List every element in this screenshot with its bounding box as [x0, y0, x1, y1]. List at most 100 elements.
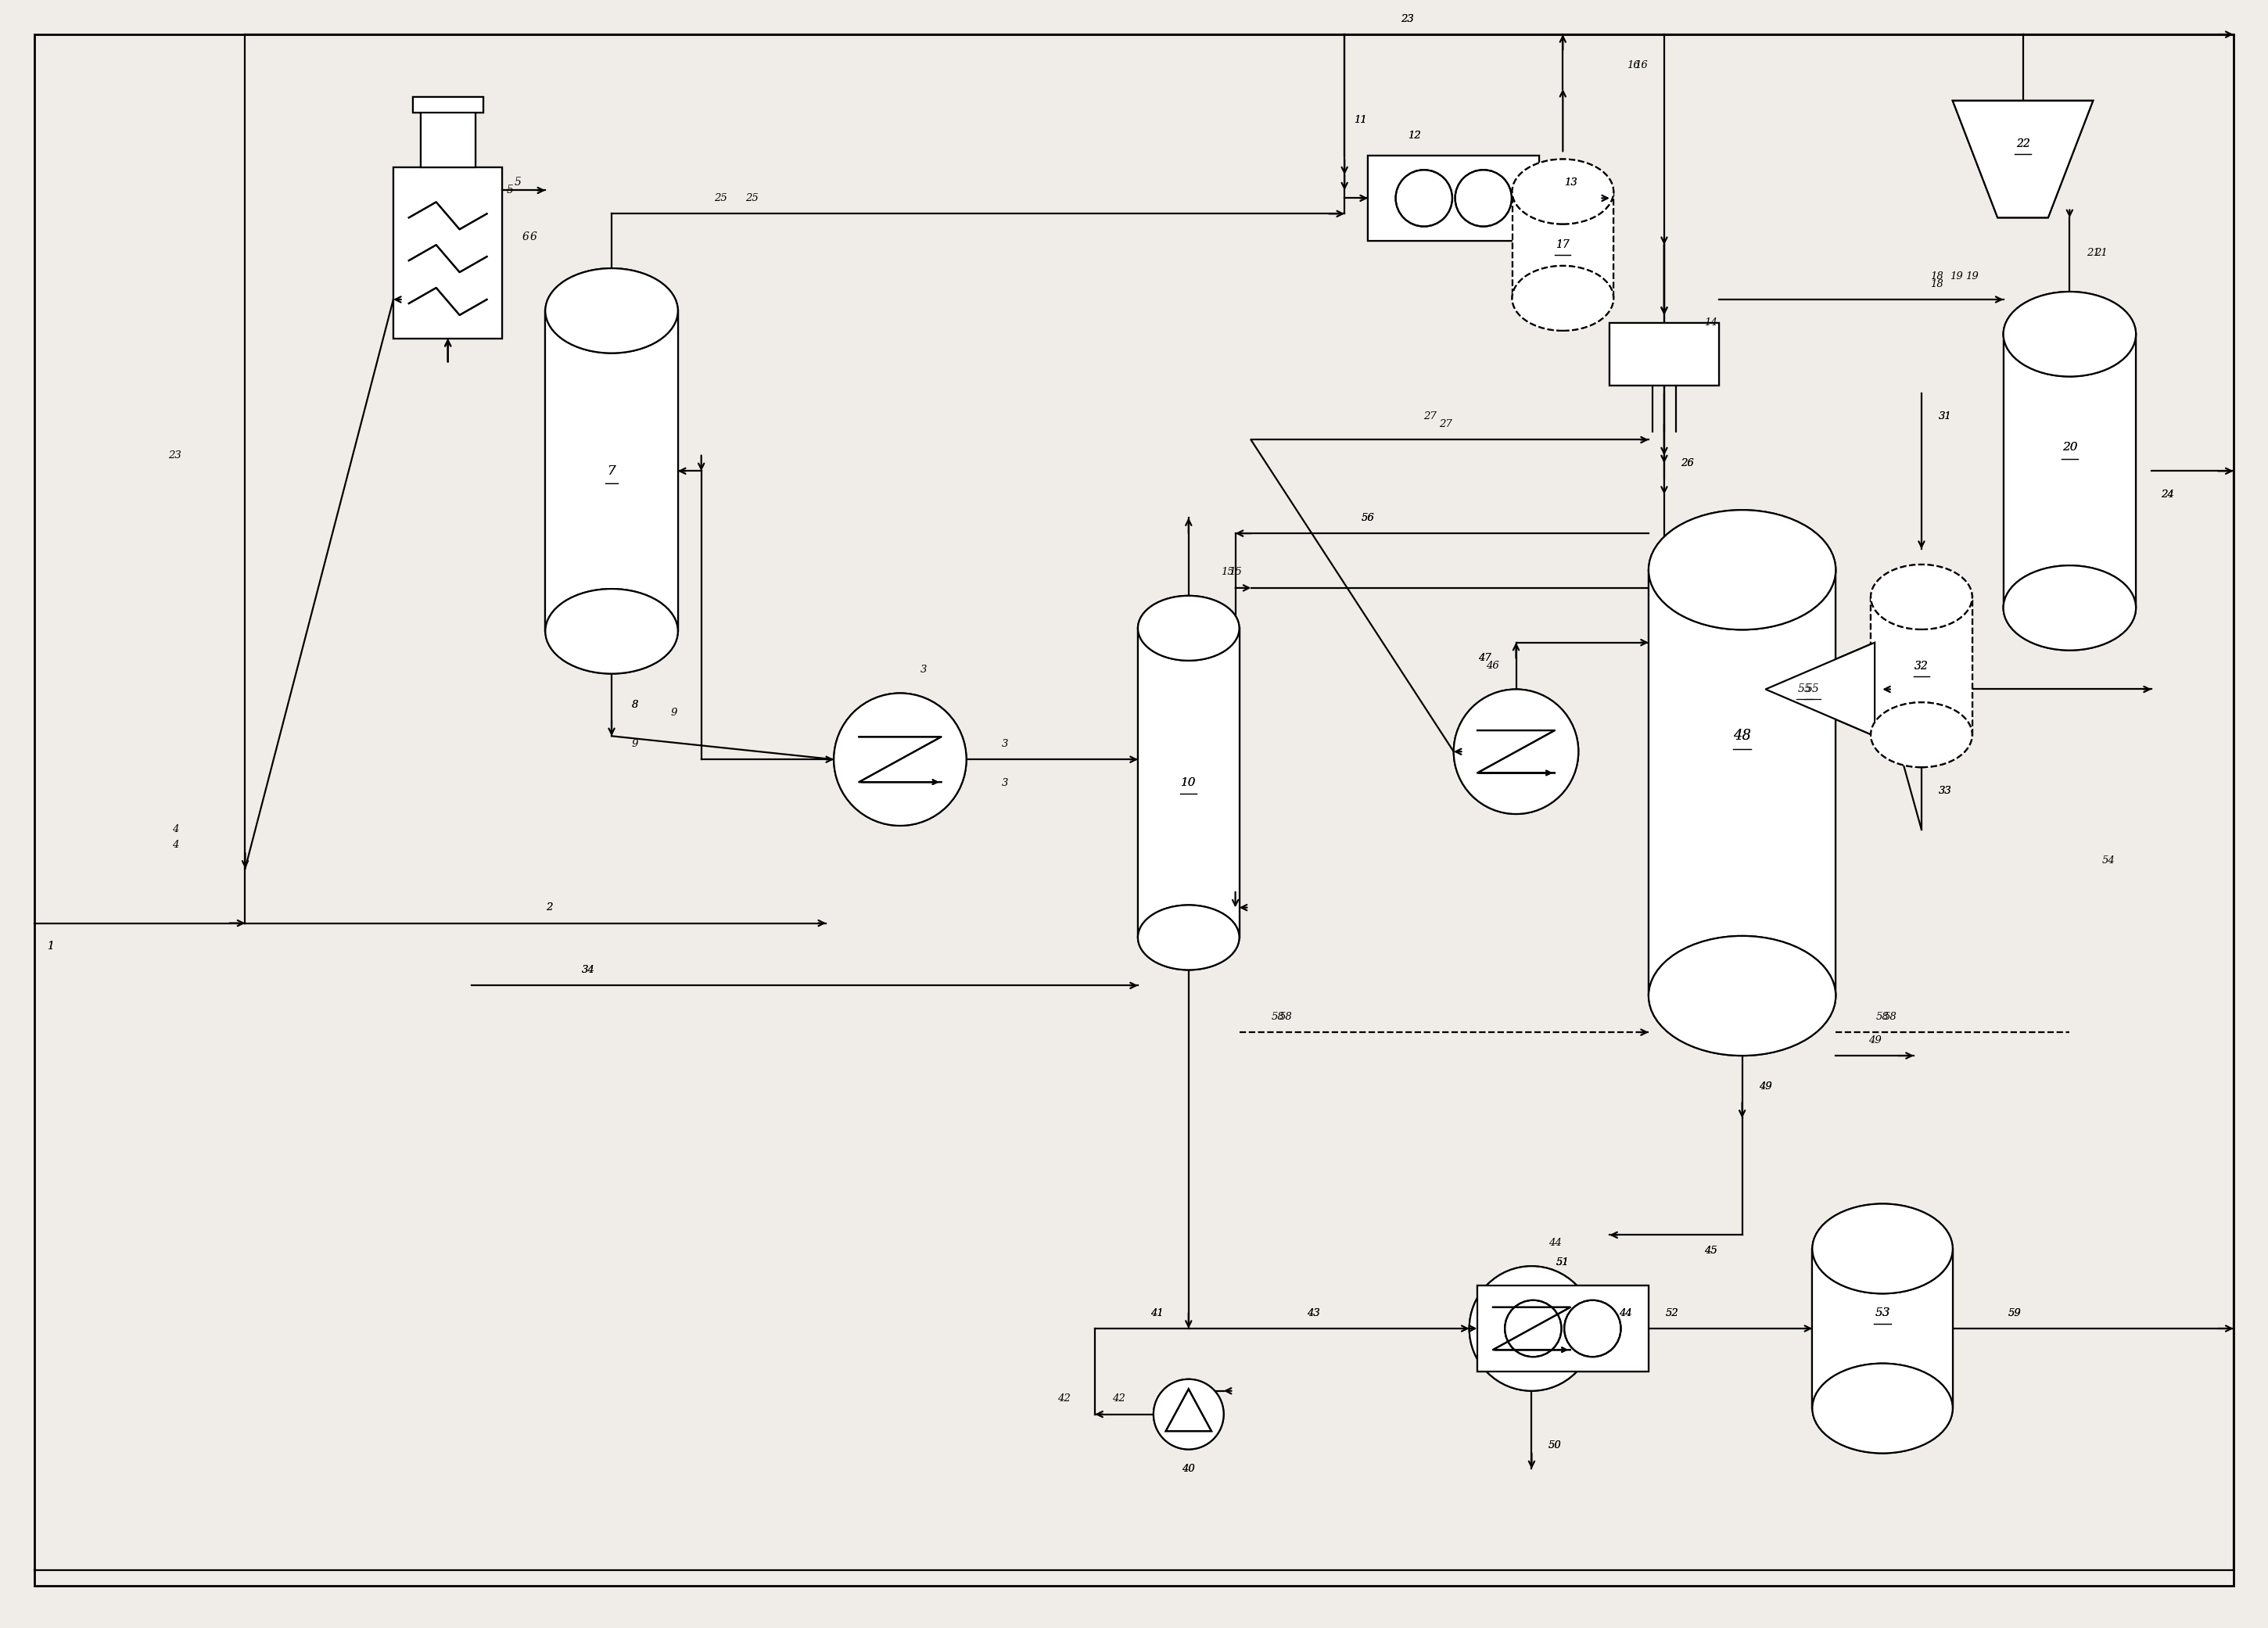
Text: 55: 55 [1799, 684, 1812, 695]
Text: 50: 50 [1549, 1441, 1563, 1451]
Bar [1513, 192, 1613, 298]
Circle shape [1470, 1267, 1594, 1390]
Text: 15: 15 [1220, 567, 1234, 578]
Text: 43: 43 [1306, 1307, 1320, 1319]
Bar [1476, 1286, 1649, 1371]
Text: 48: 48 [1733, 729, 1751, 742]
Bar [1649, 570, 1835, 996]
Ellipse shape [1871, 702, 1973, 767]
Text: 31: 31 [1939, 412, 1950, 422]
Text: 7: 7 [608, 464, 617, 477]
Text: 49: 49 [1760, 1081, 1771, 1092]
Text: 47: 47 [1479, 653, 1492, 663]
Text: 55: 55 [1805, 684, 1819, 695]
Ellipse shape [1139, 596, 1238, 661]
Text: 53: 53 [1876, 1307, 1889, 1319]
Text: 13: 13 [1565, 177, 1576, 187]
Text: 33: 33 [1939, 786, 1950, 796]
Text: 50: 50 [1549, 1441, 1563, 1451]
Ellipse shape [1139, 905, 1238, 970]
Ellipse shape [2003, 565, 2136, 650]
Circle shape [1154, 1379, 1225, 1449]
Text: 4: 4 [172, 824, 179, 835]
Text: 6: 6 [531, 231, 538, 243]
Ellipse shape [1649, 936, 1835, 1055]
Ellipse shape [544, 589, 678, 674]
Bar [1871, 597, 1973, 734]
Text: 5: 5 [515, 177, 522, 187]
Bar [420, 104, 476, 168]
Text: 58: 58 [1272, 1011, 1284, 1022]
Text: 20: 20 [2062, 443, 2077, 453]
Text: 25: 25 [746, 194, 758, 204]
Text: 1: 1 [48, 941, 54, 952]
Text: 52: 52 [1665, 1307, 1678, 1319]
Ellipse shape [1871, 565, 1973, 630]
Circle shape [835, 694, 966, 825]
Text: 43: 43 [1306, 1307, 1320, 1319]
Text: 49: 49 [1760, 1081, 1771, 1092]
Text: 53: 53 [1876, 1307, 1889, 1319]
Bar [1649, 570, 1835, 996]
Bar [1368, 155, 1540, 241]
Ellipse shape [544, 269, 678, 353]
Text: 26: 26 [1681, 457, 1694, 469]
Ellipse shape [1513, 265, 1613, 330]
Text: 32: 32 [1914, 661, 1928, 671]
Text: 44: 44 [1619, 1307, 1631, 1319]
Text: 51: 51 [1556, 1257, 1569, 1267]
Text: 33: 33 [1939, 786, 1950, 796]
Text: 23: 23 [1399, 13, 1413, 24]
Text: 9: 9 [633, 739, 637, 749]
Text: 11: 11 [1354, 116, 1368, 125]
Text: 3: 3 [921, 664, 928, 676]
Text: 10: 10 [1182, 777, 1195, 788]
Text: 17: 17 [1556, 239, 1569, 251]
Text: 8: 8 [633, 700, 637, 710]
Text: 9: 9 [671, 708, 678, 718]
Text: 2: 2 [547, 902, 553, 913]
Text: 8: 8 [633, 700, 637, 710]
Text: 44: 44 [1549, 1237, 1563, 1247]
Text: 48: 48 [1733, 729, 1751, 742]
Ellipse shape [1812, 1363, 1953, 1454]
Text: 44: 44 [1619, 1307, 1631, 1319]
Text: 24: 24 [2161, 490, 2173, 500]
Ellipse shape [1139, 596, 1238, 661]
Bar [1139, 628, 1238, 938]
Ellipse shape [1649, 510, 1835, 630]
Text: 3: 3 [1002, 778, 1009, 788]
Text: 32: 32 [1914, 661, 1928, 671]
Text: 59: 59 [2009, 1307, 2021, 1319]
Text: 56: 56 [1361, 513, 1374, 523]
Text: 12: 12 [1408, 130, 1422, 142]
Text: 3: 3 [1002, 739, 1009, 749]
Text: 27: 27 [1440, 418, 1452, 430]
Bar [1610, 322, 1719, 386]
Polygon shape [1765, 643, 1876, 736]
Text: 19: 19 [1950, 270, 1964, 282]
Text: 13: 13 [1565, 177, 1576, 187]
Ellipse shape [1649, 510, 1835, 630]
Circle shape [1154, 1379, 1225, 1449]
Ellipse shape [1513, 160, 1613, 225]
Text: 21: 21 [2087, 247, 2100, 257]
Text: 22: 22 [2016, 138, 2030, 150]
Text: 18: 18 [1930, 270, 1944, 282]
Ellipse shape [1871, 565, 1973, 630]
Text: 58: 58 [1279, 1011, 1293, 1022]
Text: 56: 56 [1361, 513, 1374, 523]
Bar [544, 311, 678, 632]
Text: 52: 52 [1665, 1307, 1678, 1319]
Text: 47: 47 [1479, 653, 1492, 663]
Text: 34: 34 [581, 965, 594, 975]
Ellipse shape [2003, 291, 2136, 376]
Text: 40: 40 [1182, 1464, 1195, 1473]
Bar [420, 104, 476, 168]
Bar [1812, 1249, 1953, 1408]
Bar [2003, 334, 2136, 607]
Bar [1139, 628, 1238, 938]
Text: 5: 5 [506, 186, 515, 195]
Text: 21: 21 [2093, 247, 2107, 257]
Bar [1610, 322, 1719, 386]
